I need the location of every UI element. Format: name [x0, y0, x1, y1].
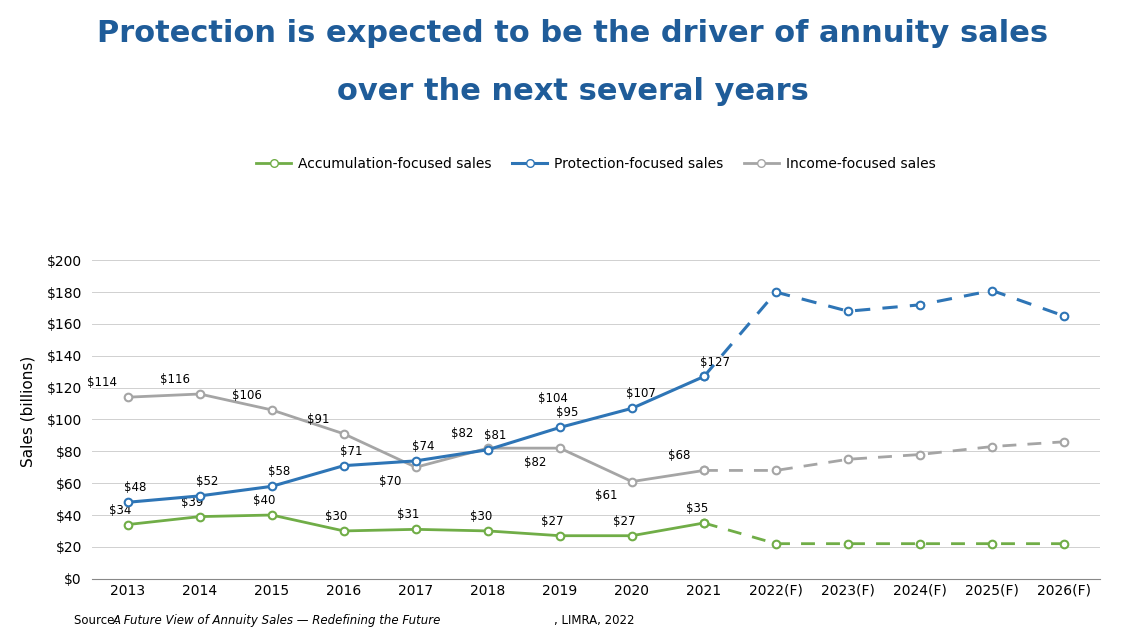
Text: $58: $58 — [268, 466, 290, 478]
Text: $30: $30 — [470, 510, 492, 523]
Text: $34: $34 — [109, 503, 132, 516]
Text: $107: $107 — [626, 387, 656, 401]
Text: $35: $35 — [685, 502, 708, 515]
Text: $114: $114 — [87, 376, 118, 389]
Text: $27: $27 — [613, 515, 636, 528]
Text: $127: $127 — [700, 356, 730, 368]
Text: Source:: Source: — [74, 614, 123, 627]
Text: $82: $82 — [524, 456, 545, 469]
Text: $91: $91 — [307, 413, 330, 426]
Text: $61: $61 — [596, 489, 618, 502]
Text: $71: $71 — [339, 445, 362, 458]
Text: $30: $30 — [325, 510, 347, 523]
Text: $52: $52 — [196, 475, 218, 488]
Text: $95: $95 — [556, 406, 579, 419]
Text: $48: $48 — [124, 482, 146, 494]
Text: $116: $116 — [159, 373, 189, 386]
Text: $70: $70 — [379, 475, 402, 488]
Text: , LIMRA, 2022: , LIMRA, 2022 — [554, 614, 634, 627]
Text: $82: $82 — [452, 427, 473, 440]
Text: $31: $31 — [398, 509, 419, 521]
Text: $39: $39 — [181, 496, 204, 509]
Text: $106: $106 — [231, 389, 261, 402]
Legend: Accumulation-focused sales, Protection-focused sales, Income-focused sales: Accumulation-focused sales, Protection-f… — [251, 151, 941, 176]
Text: Protection is expected to be the driver of annuity sales: Protection is expected to be the driver … — [97, 19, 1049, 48]
Text: $68: $68 — [668, 449, 690, 462]
Text: over the next several years: over the next several years — [337, 77, 809, 106]
Y-axis label: Sales (billions): Sales (billions) — [21, 356, 36, 467]
Text: $40: $40 — [253, 494, 276, 507]
Text: $81: $81 — [484, 429, 507, 442]
Text: A Future View of Annuity Sales — Redefining the Future: A Future View of Annuity Sales — Redefin… — [112, 614, 441, 627]
Text: $27: $27 — [541, 515, 564, 528]
Text: $104: $104 — [537, 392, 567, 405]
Text: $74: $74 — [411, 440, 434, 453]
